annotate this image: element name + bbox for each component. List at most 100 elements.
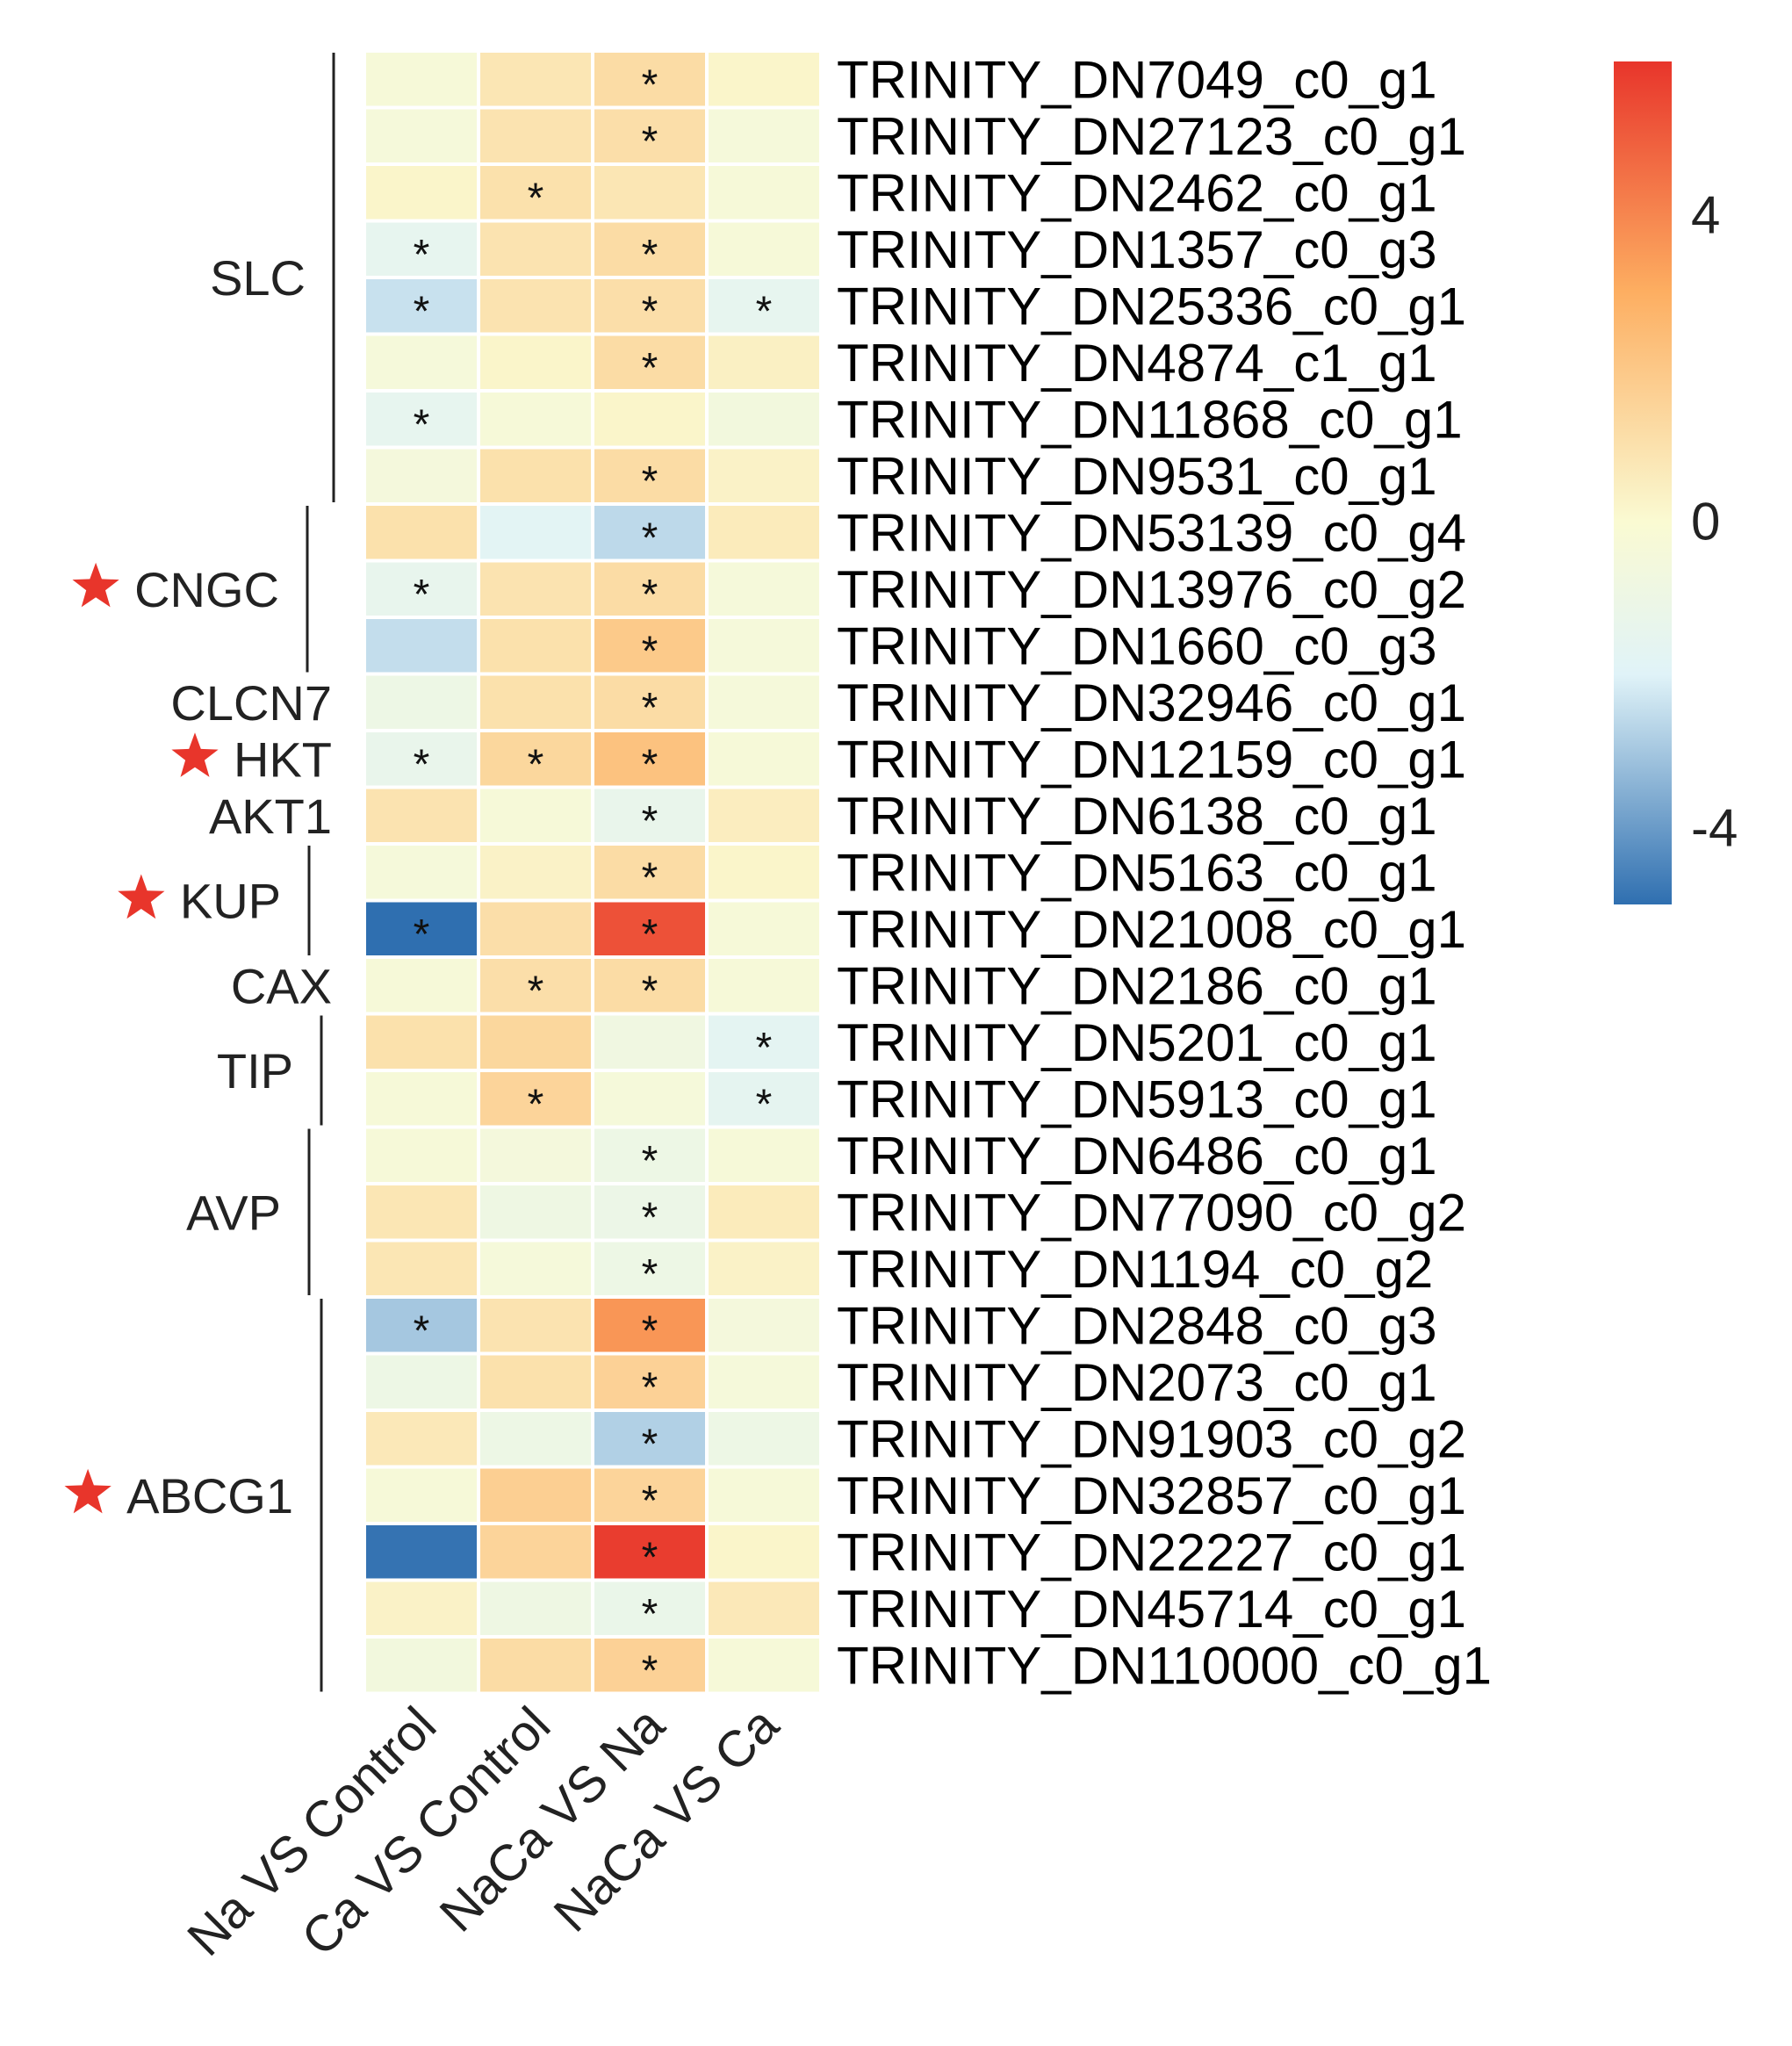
color-legend-bar	[1614, 61, 1672, 904]
significance-mark: *	[414, 572, 430, 618]
heatmap-cell	[480, 109, 591, 162]
heatmap-cell	[366, 1128, 477, 1182]
heatmap-cell	[366, 1639, 477, 1692]
heatmap-cell	[709, 1242, 819, 1295]
heatmap-cell	[480, 506, 591, 559]
heatmap-cell	[480, 1128, 591, 1182]
row-label: TRINITY_DN53139_c0_g4	[837, 503, 1466, 562]
heatmap-cell	[594, 506, 705, 559]
heatmap-cell	[594, 1639, 705, 1692]
heatmap-cell	[594, 393, 705, 446]
row-label: TRINITY_DN1357_c0_g3	[837, 220, 1437, 279]
heatmap-cell	[480, 902, 591, 955]
heatmap-cell	[594, 53, 705, 106]
heatmap-cell	[594, 1072, 705, 1126]
heatmap-cell	[594, 222, 705, 276]
group-label: KUP	[180, 874, 281, 929]
row-label: TRINITY_DN2073_c0_g1	[837, 1353, 1437, 1412]
row-label: TRINITY_DN6486_c0_g1	[837, 1127, 1437, 1185]
significance-mark: *	[642, 628, 659, 674]
significance-mark: *	[642, 798, 659, 845]
heatmap-cell	[709, 1581, 819, 1635]
significance-mark: *	[642, 1647, 659, 1694]
heatmap-cell	[480, 1299, 591, 1352]
heatmap-cell	[366, 1015, 477, 1069]
row-label: TRINITY_DN9531_c0_g1	[837, 447, 1437, 506]
significance-mark: *	[756, 1025, 773, 1071]
heatmap-cell	[594, 449, 705, 502]
heatmap-cell	[709, 1525, 819, 1579]
heatmap-cell	[709, 1185, 819, 1239]
heatmap-cell	[709, 166, 819, 220]
significance-mark: *	[642, 1308, 659, 1354]
heatmap-cell	[480, 675, 591, 729]
row-label: TRINITY_DN110000_c0_g1	[837, 1636, 1492, 1695]
heatmap-cell	[366, 732, 477, 786]
heatmap-cell	[594, 335, 705, 389]
heatmap-cell	[709, 562, 819, 616]
row-label: TRINITY_DN12159_c0_g1	[837, 730, 1466, 789]
heatmap-cell	[480, 1242, 591, 1295]
heatmap-cell	[709, 222, 819, 276]
row-label: TRINITY_DN45714_c0_g1	[837, 1580, 1466, 1639]
heatmap-cell	[709, 1299, 819, 1352]
heatmap-cell	[366, 846, 477, 899]
heatmap-cell	[366, 335, 477, 389]
significance-mark: *	[642, 968, 659, 1014]
significance-mark: *	[642, 61, 659, 108]
row-label: TRINITY_DN32946_c0_g1	[837, 674, 1466, 732]
heatmap-cell	[480, 1015, 591, 1069]
heatmap-cell	[594, 1468, 705, 1522]
heatmap-cell	[594, 1525, 705, 1579]
heatmap-cell	[480, 732, 591, 786]
heatmap-cell	[594, 1242, 705, 1295]
group-label: ABCG1	[126, 1468, 293, 1524]
group-label: CNGC	[134, 562, 279, 617]
heatmap-cell	[480, 449, 591, 502]
heatmap-cell	[480, 166, 591, 220]
heatmap-cell	[366, 506, 477, 559]
significance-mark: *	[642, 1194, 659, 1241]
star-icon	[118, 874, 165, 919]
significance-mark: *	[642, 119, 659, 165]
significance-mark: *	[642, 1478, 659, 1524]
group-label: HKT	[234, 731, 332, 787]
significance-mark: *	[642, 458, 659, 505]
star-icon	[64, 1468, 112, 1514]
heatmap-cell	[709, 1355, 819, 1408]
heatmap-cell	[480, 222, 591, 276]
heatmap-cell	[366, 1581, 477, 1635]
heatmap-cell	[366, 562, 477, 616]
heatmap-cell	[366, 1355, 477, 1408]
significance-mark: *	[642, 1534, 659, 1581]
heatmap-cell	[366, 959, 477, 1012]
heatmap-cell	[594, 902, 705, 955]
color-legend-tick-label: 0	[1691, 493, 1720, 551]
heatmap-cell	[709, 789, 819, 842]
heatmap-cell	[480, 1072, 591, 1126]
row-label: TRINITY_DN91903_c0_g2	[837, 1409, 1466, 1468]
heatmap-cell	[594, 619, 705, 673]
heatmap-cell	[594, 1185, 705, 1239]
heatmap-cell	[366, 1072, 477, 1126]
heatmap-cell	[709, 506, 819, 559]
color-legend-tick-label: 4	[1691, 186, 1720, 245]
heatmap-cell	[709, 1072, 819, 1126]
heatmap-cell	[709, 846, 819, 899]
heatmap-cell	[480, 789, 591, 842]
heatmap-cell	[366, 1525, 477, 1579]
heatmap-cell	[594, 846, 705, 899]
group-label: CLCN7	[170, 675, 332, 731]
heatmap-cell	[594, 732, 705, 786]
heatmap-cell	[709, 393, 819, 446]
row-label: TRINITY_DN2848_c0_g3	[837, 1296, 1437, 1355]
row-label: TRINITY_DN13976_c0_g2	[837, 560, 1466, 619]
star-icon	[72, 562, 119, 608]
heatmap-cell	[480, 1525, 591, 1579]
group-label: AKT1	[209, 789, 332, 844]
heatmap-cell	[594, 1581, 705, 1635]
heatmap-cell	[480, 1185, 591, 1239]
significance-mark: *	[414, 401, 430, 448]
row-label: TRINITY_DN1660_c0_g3	[837, 616, 1437, 675]
star-icon	[171, 732, 219, 777]
